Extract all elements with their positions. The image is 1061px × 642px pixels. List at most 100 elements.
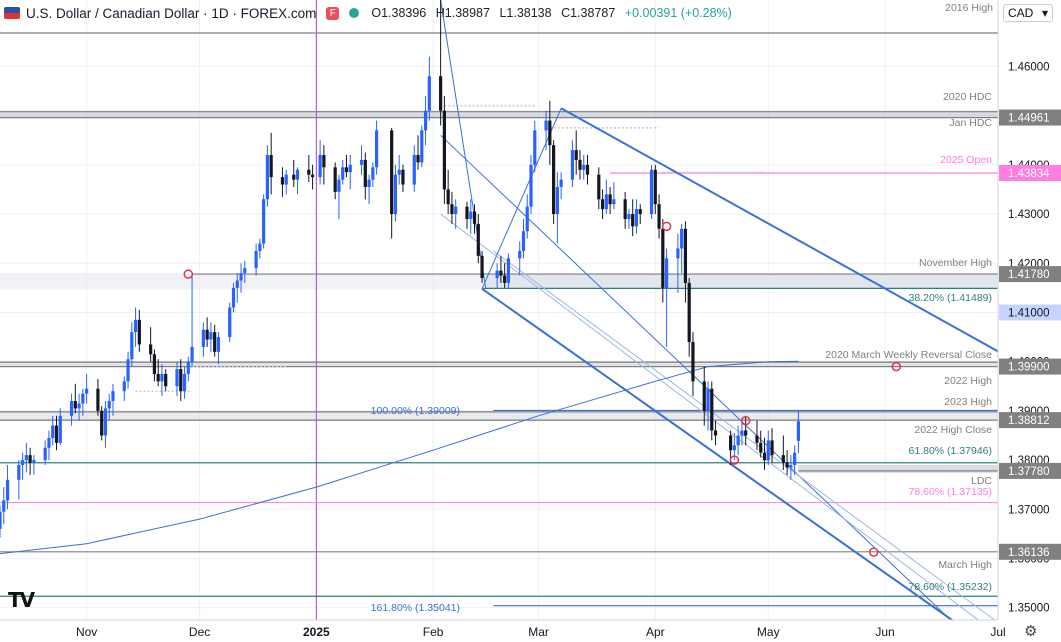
candle-body bbox=[262, 199, 266, 244]
candle-body bbox=[179, 369, 183, 392]
candle-body bbox=[69, 401, 74, 416]
channel-upper-line bbox=[560, 107, 999, 353]
gear-icon[interactable]: ⚙ bbox=[1024, 623, 1038, 640]
support-zone bbox=[485, 274, 999, 289]
candle-body bbox=[149, 344, 153, 355]
price-label-box bbox=[999, 266, 1061, 283]
candle-body bbox=[190, 346, 194, 362]
level-label: 2020 March Weekly Reversal Close bbox=[825, 349, 992, 361]
candle-body bbox=[740, 430, 744, 436]
level-zone bbox=[0, 361, 998, 368]
y-tick-label: 1.35000 bbox=[1008, 603, 1050, 615]
candle-body bbox=[258, 243, 262, 251]
candle-body bbox=[544, 120, 548, 131]
candle-body bbox=[164, 373, 168, 387]
candle-body bbox=[495, 270, 499, 279]
candle-body bbox=[28, 455, 32, 463]
symbol-title[interactable]: U.S. Dollar / Canadian Dollar · 1D · FOR… bbox=[26, 5, 317, 21]
candle-body bbox=[423, 110, 428, 131]
candle-body bbox=[239, 273, 243, 281]
price-label-text: 1.41780 bbox=[1008, 269, 1050, 281]
candle-body bbox=[133, 319, 138, 333]
level-label: March High bbox=[938, 559, 992, 571]
candle-body bbox=[231, 287, 236, 308]
price-label-box bbox=[999, 109, 1061, 126]
candle-body bbox=[755, 435, 759, 443]
exchange-badge-icon: F bbox=[326, 6, 340, 20]
candle-body bbox=[631, 214, 635, 227]
x-tick-label: Apr bbox=[646, 625, 665, 639]
x-tick-label: Jun bbox=[875, 625, 894, 639]
candle-body bbox=[20, 460, 25, 465]
price-label-text: 1.39900 bbox=[1008, 362, 1050, 374]
candle-body bbox=[574, 150, 578, 160]
currency-label: CAD bbox=[1008, 6, 1034, 20]
price-label-text: 1.38812 bbox=[1008, 415, 1050, 427]
candle-body bbox=[691, 341, 695, 382]
candle-body bbox=[371, 167, 375, 180]
candle-body bbox=[344, 167, 349, 173]
currency-selector[interactable]: CAD ▾ bbox=[1003, 4, 1053, 22]
pivot-marker bbox=[729, 455, 740, 465]
candle-body bbox=[420, 130, 424, 163]
candle-body bbox=[318, 155, 322, 178]
channel-lower-line bbox=[481, 288, 985, 642]
candle-body bbox=[627, 214, 631, 219]
candle-body bbox=[732, 445, 736, 451]
candle-body bbox=[661, 228, 665, 288]
candle-body bbox=[363, 159, 367, 187]
ohlc-close: C1.38787 bbox=[561, 6, 616, 20]
level-label: 2022 High Close bbox=[914, 424, 992, 436]
candle-body bbox=[213, 332, 217, 352]
candle-body bbox=[664, 258, 669, 288]
y-tick-label: 1.46000 bbox=[1008, 61, 1050, 73]
candle-body bbox=[465, 206, 469, 219]
candle-body bbox=[205, 329, 209, 340]
candle-body bbox=[789, 465, 793, 468]
candle-body bbox=[175, 369, 179, 387]
candle-body bbox=[228, 307, 232, 338]
candle-body bbox=[111, 391, 115, 402]
candle-body bbox=[284, 174, 288, 185]
candle-body bbox=[480, 255, 484, 279]
candle-body bbox=[341, 167, 345, 180]
candle-body bbox=[552, 145, 556, 215]
candle-body bbox=[446, 189, 450, 205]
x-tick-label: Nov bbox=[76, 625, 97, 639]
level-zone bbox=[0, 110, 998, 119]
candle-body bbox=[17, 465, 21, 480]
candle-body bbox=[766, 440, 770, 461]
candle-body bbox=[597, 174, 601, 200]
candle-body bbox=[307, 169, 311, 175]
candle-body bbox=[156, 373, 160, 382]
candle-body bbox=[269, 155, 273, 178]
candle-body bbox=[785, 462, 789, 468]
candle-body bbox=[235, 280, 239, 288]
candle-body bbox=[793, 452, 797, 465]
candle-body bbox=[265, 155, 269, 200]
chevron-down-icon: ▾ bbox=[1041, 6, 1048, 20]
candle-body bbox=[367, 179, 371, 187]
candle-body bbox=[736, 435, 740, 446]
market-open-icon bbox=[349, 8, 360, 18]
price-label-box bbox=[999, 543, 1061, 560]
level-label: 61.80% (1.37946) bbox=[909, 445, 992, 457]
candle-body bbox=[706, 388, 710, 411]
usd-cad-flag-icon bbox=[4, 7, 20, 19]
candle-body bbox=[762, 452, 767, 461]
chart-header: U.S. Dollar / Canadian Dollar · 1D · FOR… bbox=[4, 4, 738, 22]
candle-body bbox=[585, 164, 590, 175]
candle-body bbox=[729, 435, 733, 451]
candle-body bbox=[51, 425, 55, 438]
candle-body bbox=[529, 164, 533, 207]
candle-body bbox=[525, 206, 529, 232]
candle-body bbox=[578, 159, 582, 170]
moving-average-line bbox=[0, 360, 799, 555]
candle-body bbox=[310, 174, 315, 178]
ohlc-high: H1.38987 bbox=[435, 6, 490, 20]
candle-body bbox=[450, 204, 454, 215]
candle-body bbox=[416, 155, 420, 163]
